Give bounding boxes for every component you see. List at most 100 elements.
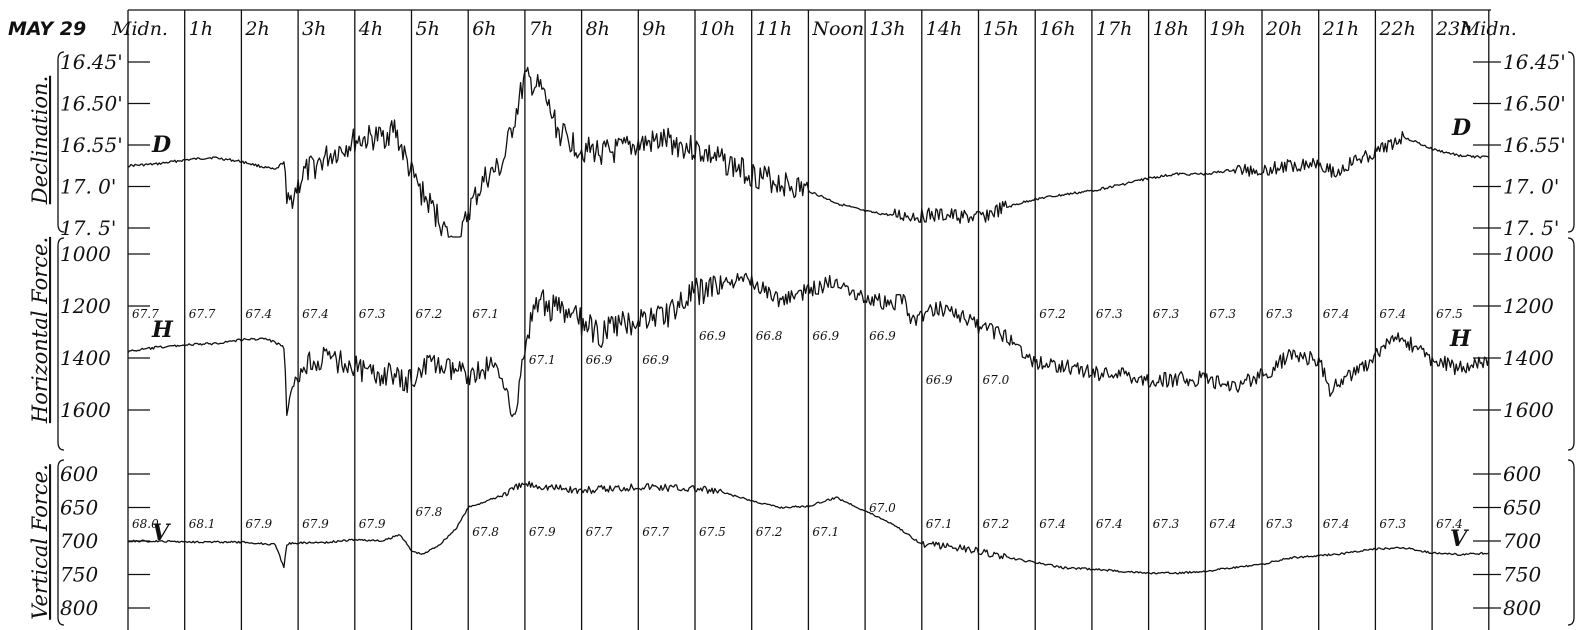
left-tick-label: 16.55' — [60, 133, 123, 157]
temperature-reading: 67.2 — [416, 307, 443, 321]
left-brace — [57, 459, 65, 626]
temperature-reading: 67.4 — [1039, 517, 1066, 531]
declination-trace — [128, 66, 1490, 238]
axis-title: Vertical Force. — [28, 464, 52, 620]
right-tick-label: 17. 5' — [1503, 216, 1559, 240]
hour-label: Midn. — [1460, 18, 1517, 40]
temperature-reading: 67.1 — [472, 307, 499, 321]
temperature-reading: 67.7 — [189, 307, 216, 321]
temperature-reading: 67.9 — [302, 517, 329, 531]
temperature-reading: 66.9 — [699, 329, 726, 343]
hour-label: 9h — [642, 18, 666, 40]
temperature-reading: 67.3 — [1096, 307, 1123, 321]
left-brace — [57, 51, 65, 233]
temperature-reading: 67.1 — [926, 517, 953, 531]
temperature-reading: 67.5 — [699, 525, 726, 539]
curve-letter-left: D — [151, 132, 171, 158]
curve-letter-right: D — [1451, 115, 1471, 141]
temperature-reading: 67.2 — [983, 517, 1010, 531]
temperature-reading: 66.9 — [812, 329, 839, 343]
temperature-reading: 66.9 — [642, 353, 669, 367]
temperature-reading: 66.9 — [869, 329, 896, 343]
hour-label: 17h — [1096, 18, 1132, 40]
temperature-reading: 67.0 — [869, 501, 896, 515]
temperature-reading: 67.2 — [756, 525, 783, 539]
axis-title: Declination. — [28, 76, 52, 206]
horizontal_force-trace — [127, 272, 1490, 418]
hour-label: 20h — [1265, 18, 1302, 40]
temperature-reading: 67.4 — [245, 307, 272, 321]
temperature-reading: 67.8 — [416, 505, 443, 519]
right-brace — [1567, 237, 1575, 451]
right-axes: 16.45' 16.50' 16.55' 17. 0' 17. 5' D 1000 1200 1… — [1449, 50, 1575, 626]
curve-letter-right: V — [1450, 526, 1469, 552]
left-tick-label: 600 — [60, 462, 98, 486]
right-tick-label: 1000 — [1503, 242, 1554, 266]
hour-label: 3h — [302, 18, 326, 40]
axis-title: Horizontal Force. — [28, 237, 52, 424]
left-tick-label: 1600 — [60, 398, 111, 422]
temperature-reading: 68.0 — [132, 517, 159, 531]
vertical_force-trace — [127, 480, 1490, 575]
temperature-reading: 67.3 — [1153, 517, 1180, 531]
left-tick-label: 700 — [60, 529, 98, 553]
right-tick-label: 800 — [1503, 596, 1541, 620]
curve-letter-left: V — [152, 520, 171, 546]
temperature-reading: 67.3 — [1379, 517, 1406, 531]
temperature-reading: 67.4 — [1209, 517, 1236, 531]
temperature-reading: 67.4 — [302, 307, 329, 321]
left-tick-label: 16.45' — [60, 50, 123, 74]
left-tick-label: 750 — [60, 563, 98, 587]
hour-label: 21h — [1322, 18, 1359, 40]
hour-label: 14h — [926, 18, 962, 40]
temperature-reading: 67.1 — [812, 525, 839, 539]
right-tick-label: 600 — [1503, 462, 1541, 486]
temperature-reading: 67.1 — [529, 353, 556, 367]
hour-label: 2h — [244, 18, 269, 40]
temperature-reading: 67.7 — [132, 307, 159, 321]
left-brace — [57, 237, 65, 451]
hour-header: MAY 29 Midn. 1h 2h 3h 4h 5h 6h 7h 8h 9h 10h 11h Noon… — [8, 18, 1517, 40]
temperature-reading: 67.4 — [1323, 307, 1350, 321]
temperature-reading: 67.7 — [586, 525, 613, 539]
right-tick-label: 700 — [1503, 529, 1541, 553]
left-tick-label: 650 — [60, 496, 98, 520]
hour-label: 7h — [529, 18, 553, 40]
hour-label: 1h — [189, 18, 213, 40]
left-tick-label: 1000 — [60, 242, 111, 266]
temperature-reading: 67.7 — [642, 525, 669, 539]
left-tick-label: 17. 0' — [60, 175, 116, 199]
temperature-reading: 67.3 — [1266, 307, 1293, 321]
date-label: MAY 29 — [8, 18, 86, 40]
left-axes: 16.45' 16.50' 16.55' 17. 0' 17. 5' Declinatio… — [28, 50, 174, 626]
hour-label: 15h — [983, 18, 1019, 40]
temperature-reading: 66.9 — [586, 353, 613, 367]
right-tick-label: 17. 0' — [1503, 175, 1559, 199]
temperature-reading: 67.5 — [1436, 307, 1463, 321]
temperature-reading: 67.3 — [1266, 517, 1293, 531]
hour-label: 4h — [358, 18, 383, 40]
left-tick-label: 16.50' — [60, 92, 123, 116]
hour-label: Noon — [811, 18, 864, 40]
hour-label: 13h — [869, 18, 905, 40]
right-tick-label: 16.55' — [1503, 133, 1566, 157]
temperature-reading: 67.3 — [1209, 307, 1236, 321]
temperature-reading: 67.4 — [1436, 517, 1463, 531]
temperature-reading: 67.2 — [1039, 307, 1066, 321]
hour-label: 23h — [1435, 18, 1472, 40]
temperature-reading: 67.4 — [1096, 517, 1123, 531]
temperature-reading: 67.8 — [472, 525, 499, 539]
temperature-readings: 67.7 67.7 67.4 67.4 67.3 67.2 67.1 67.1 66.9 66.9… — [132, 307, 1463, 539]
right-tick-label: 1200 — [1503, 294, 1554, 318]
hour-label: 19h — [1209, 18, 1245, 40]
hour-label: 6h — [472, 18, 496, 40]
right-tick-label: 1400 — [1503, 346, 1554, 370]
temperature-reading: 67.0 — [983, 373, 1010, 387]
curve-letter-left: H — [151, 317, 174, 343]
left-tick-label: 17. 5' — [60, 216, 116, 240]
temperature-reading: 67.4 — [1323, 517, 1350, 531]
hour-grid-lines — [127, 9, 1491, 630]
temperature-reading: 68.1 — [189, 517, 216, 531]
right-tick-label: 16.50' — [1503, 92, 1566, 116]
right-brace — [1567, 459, 1575, 626]
